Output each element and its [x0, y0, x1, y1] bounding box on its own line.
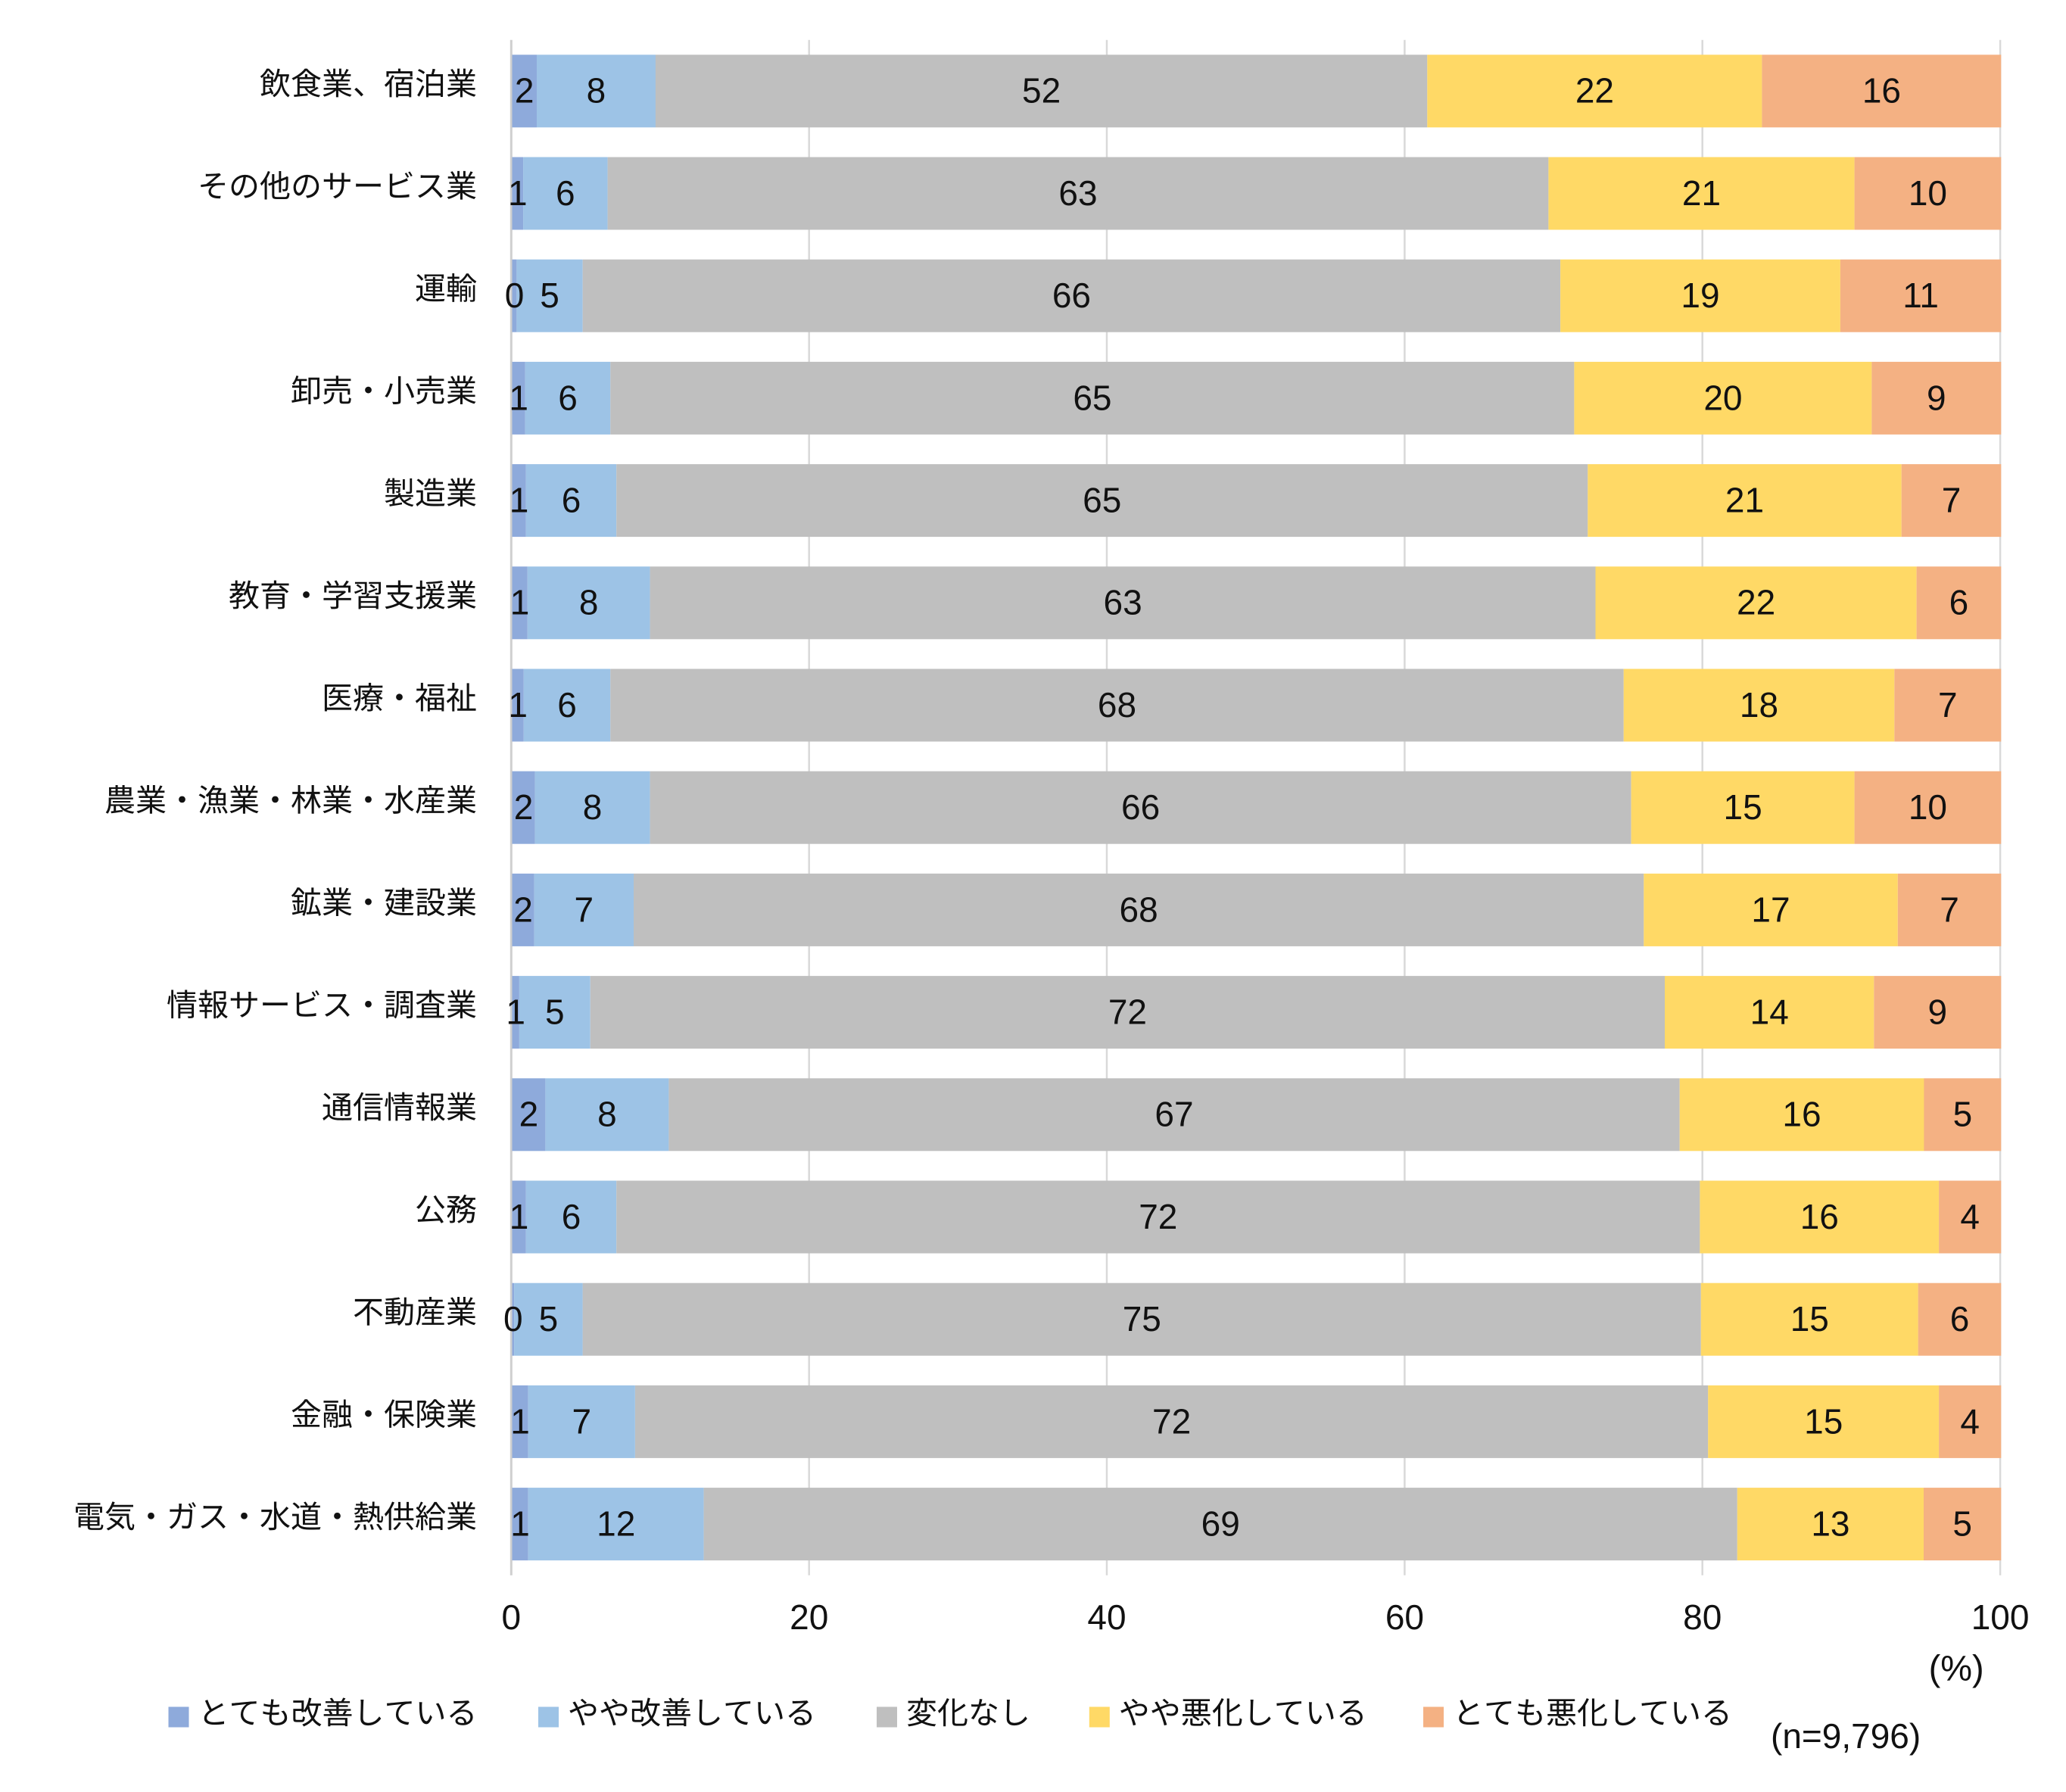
svg-text:40: 40	[1087, 1597, 1126, 1637]
svg-text:8: 8	[597, 1095, 617, 1134]
svg-text:4: 4	[1960, 1197, 1980, 1236]
svg-text:10: 10	[1909, 787, 1947, 827]
svg-text:6: 6	[562, 1197, 581, 1236]
svg-text:7: 7	[1942, 481, 1962, 520]
svg-text:66: 66	[1121, 787, 1160, 827]
svg-text:20: 20	[1703, 378, 1742, 417]
svg-text:17: 17	[1751, 890, 1790, 929]
svg-text:(n=9,796): (n=9,796)	[1771, 1716, 1921, 1756]
svg-text:66: 66	[1052, 276, 1091, 315]
svg-text:1: 1	[510, 1401, 530, 1441]
svg-text:1: 1	[508, 685, 528, 725]
svg-text:2: 2	[513, 890, 533, 929]
svg-text:2: 2	[515, 71, 534, 111]
svg-text:0: 0	[502, 1597, 522, 1637]
svg-text:13: 13	[1811, 1504, 1849, 1544]
svg-text:6: 6	[562, 481, 581, 520]
svg-text:72: 72	[1108, 993, 1147, 1032]
svg-text:1: 1	[510, 1504, 530, 1544]
svg-text:6: 6	[1950, 1299, 1970, 1339]
svg-text:7: 7	[572, 1401, 592, 1441]
svg-text:12: 12	[597, 1504, 635, 1544]
svg-text:0: 0	[503, 1299, 523, 1339]
svg-text:65: 65	[1083, 481, 1121, 520]
svg-text:2: 2	[519, 1095, 539, 1134]
svg-text:1: 1	[509, 378, 528, 417]
svg-text:7: 7	[575, 890, 594, 929]
svg-text:8: 8	[579, 583, 599, 622]
svg-text:16: 16	[1862, 71, 1901, 111]
svg-text:80: 80	[1683, 1597, 1722, 1637]
svg-text:52: 52	[1022, 71, 1061, 111]
svg-text:(%): (%)	[1929, 1647, 1984, 1688]
svg-text:65: 65	[1073, 378, 1111, 417]
svg-text:1: 1	[508, 173, 528, 213]
svg-text:100: 100	[1971, 1597, 2030, 1637]
svg-text:5: 5	[545, 993, 565, 1032]
svg-text:21: 21	[1682, 173, 1721, 213]
svg-text:15: 15	[1804, 1401, 1843, 1441]
svg-text:5: 5	[1953, 1095, 1973, 1134]
svg-text:11: 11	[1902, 276, 1939, 315]
svg-text:10: 10	[1909, 173, 1947, 213]
svg-text:1: 1	[510, 583, 530, 622]
svg-text:2: 2	[514, 787, 534, 827]
svg-text:7: 7	[1938, 685, 1958, 725]
svg-text:22: 22	[1575, 71, 1614, 111]
svg-text:5: 5	[1952, 1504, 1972, 1544]
svg-text:22: 22	[1737, 583, 1775, 622]
svg-text:1: 1	[506, 993, 525, 1032]
svg-text:72: 72	[1139, 1197, 1177, 1236]
svg-text:8: 8	[587, 71, 606, 111]
svg-text:60: 60	[1385, 1597, 1424, 1637]
svg-text:5: 5	[540, 276, 559, 315]
svg-text:68: 68	[1098, 685, 1136, 725]
svg-text:6: 6	[1949, 583, 1969, 622]
svg-text:9: 9	[1927, 378, 1946, 417]
svg-text:15: 15	[1724, 787, 1762, 827]
svg-text:75: 75	[1123, 1299, 1161, 1339]
svg-text:1: 1	[509, 1197, 529, 1236]
svg-text:72: 72	[1152, 1401, 1191, 1441]
svg-text:4: 4	[1960, 1401, 1980, 1441]
svg-text:6: 6	[557, 685, 577, 725]
svg-text:68: 68	[1120, 890, 1158, 929]
svg-text:67: 67	[1155, 1095, 1193, 1134]
svg-text:18: 18	[1740, 685, 1778, 725]
svg-text:14: 14	[1750, 993, 1789, 1032]
svg-text:63: 63	[1058, 173, 1097, 213]
svg-text:1: 1	[509, 481, 529, 520]
svg-text:20: 20	[790, 1597, 828, 1637]
svg-text:16: 16	[1782, 1095, 1821, 1134]
svg-text:7: 7	[1940, 890, 1959, 929]
svg-text:6: 6	[558, 378, 578, 417]
svg-text:5: 5	[539, 1299, 559, 1339]
svg-text:6: 6	[556, 173, 575, 213]
svg-text:21: 21	[1725, 481, 1764, 520]
svg-text:0: 0	[505, 276, 525, 315]
svg-text:15: 15	[1790, 1299, 1829, 1339]
svg-text:8: 8	[583, 787, 603, 827]
svg-text:16: 16	[1800, 1197, 1839, 1236]
svg-text:19: 19	[1681, 276, 1719, 315]
svg-text:63: 63	[1104, 583, 1142, 622]
svg-text:9: 9	[1928, 993, 1948, 1032]
svg-text:69: 69	[1201, 1504, 1240, 1544]
